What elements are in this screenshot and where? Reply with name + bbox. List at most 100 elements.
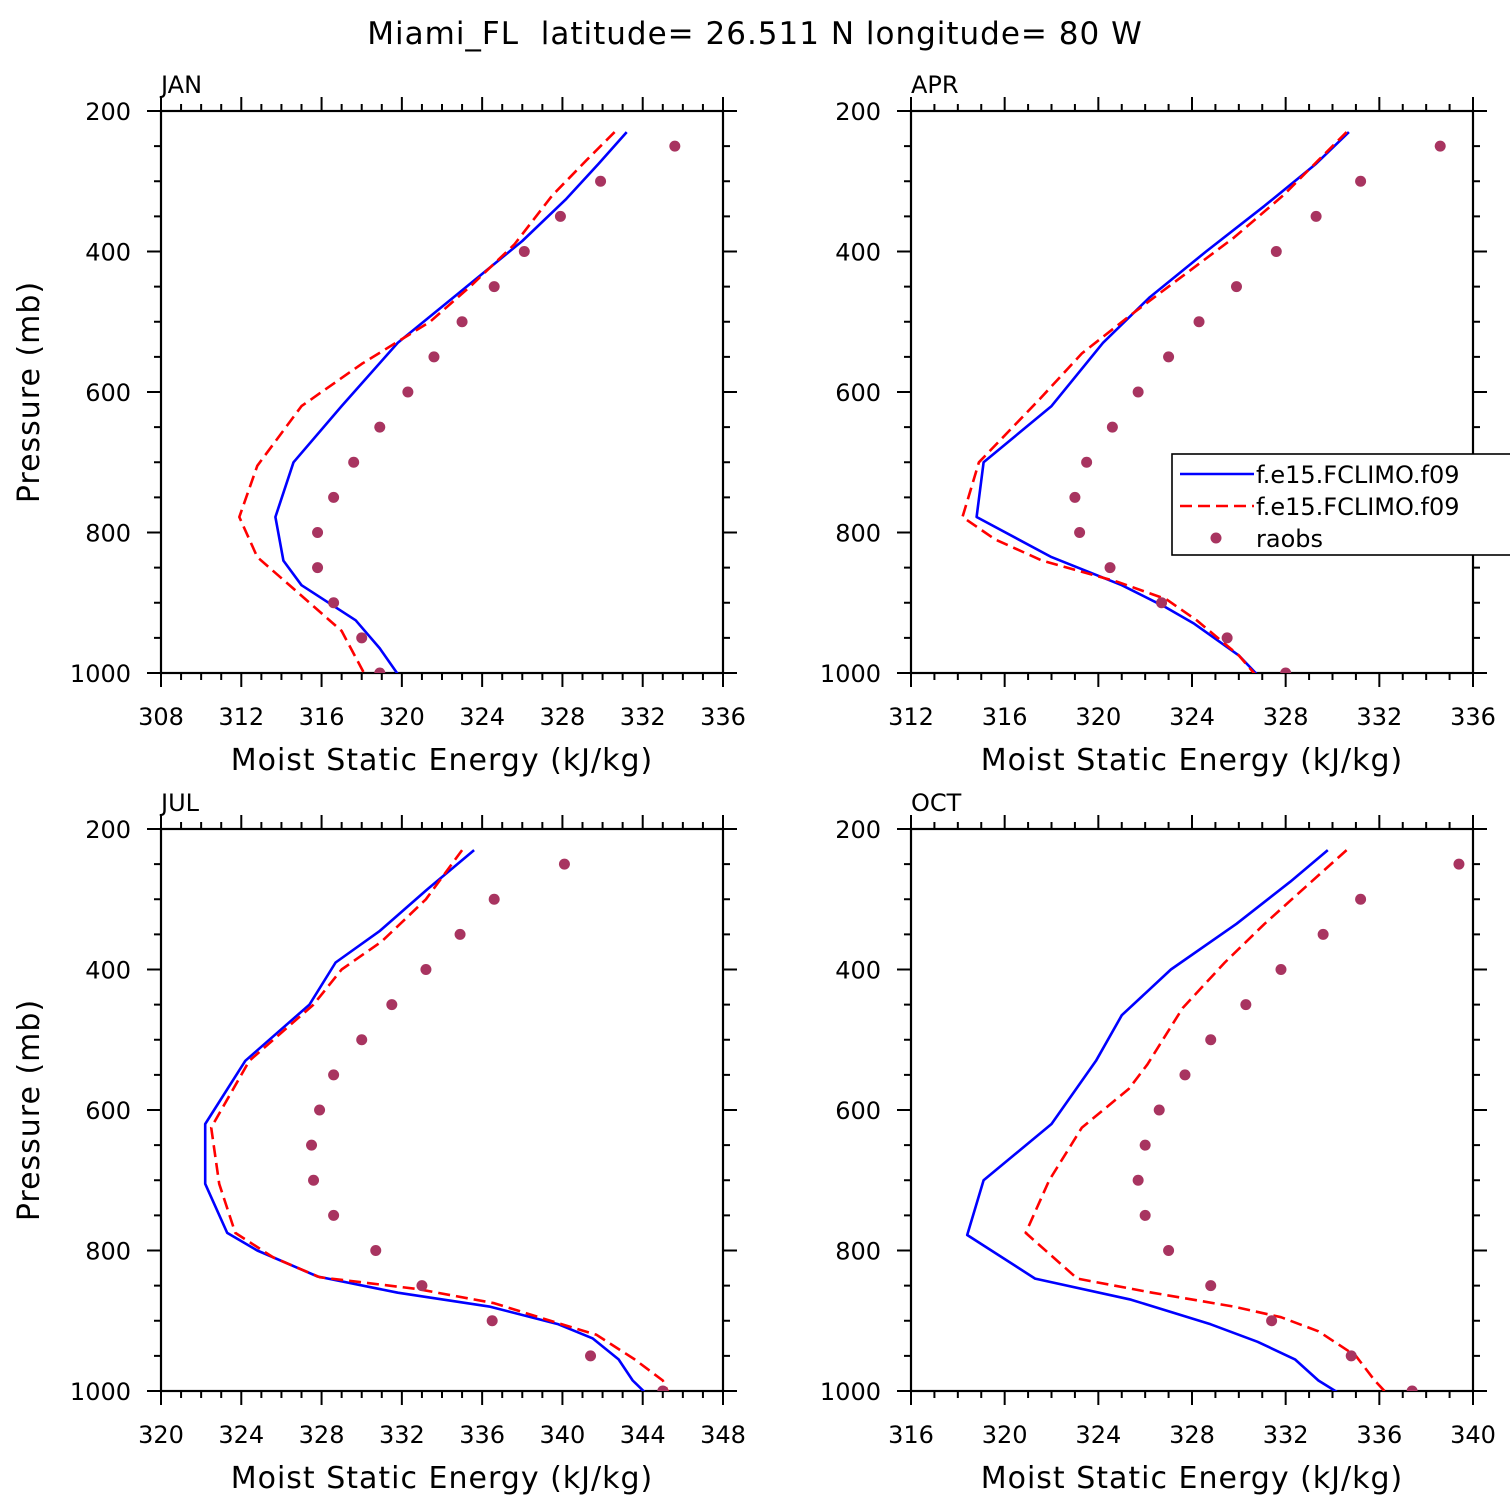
x-tick-label: 324: [218, 1421, 264, 1449]
panel-label: OCT: [911, 789, 962, 817]
y-tick-label: 800: [85, 520, 131, 548]
raobs-point: [1132, 386, 1144, 398]
data-area: [238, 131, 681, 673]
x-tick-label: 320: [379, 703, 425, 731]
x-tick-label: 336: [1356, 1421, 1402, 1449]
y-axis-label: Pressure (mb): [12, 281, 47, 503]
y-tick-label: 400: [835, 239, 881, 267]
x-axis-label: Moist Static Energy (kJ/kg): [231, 1461, 654, 1496]
raobs-point: [1280, 667, 1292, 673]
x-tick-label: 332: [620, 703, 666, 731]
panel-label: APR: [911, 71, 959, 99]
raobs-point: [1355, 893, 1367, 905]
x-tick-label: 340: [1450, 1421, 1496, 1449]
x-tick-label: 328: [540, 703, 586, 731]
panel-oct: 316 320 324 328 332 336 340 200 400 600 800 1000 OCT…: [820, 789, 1496, 1496]
raobs-point: [416, 1280, 428, 1292]
raobs-point: [328, 491, 340, 503]
raobs-point: [1345, 1350, 1357, 1362]
y-tick-label: 1000: [820, 660, 881, 688]
raobs-point: [1205, 1034, 1217, 1046]
y-tick-label: 400: [85, 957, 131, 985]
x-tick-label: 308: [138, 703, 184, 731]
plot-frame: [909, 827, 1475, 1393]
raobs-point: [1139, 1209, 1151, 1221]
x-tick-label: 332: [1263, 1421, 1309, 1449]
x-tick-label: 320: [982, 1421, 1028, 1449]
data-area: [203, 849, 670, 1391]
raobs-point: [312, 562, 324, 574]
raobs-point: [1163, 351, 1175, 363]
x-axis-label: Moist Static Energy (kJ/kg): [231, 743, 654, 778]
x-tick-label: 332: [1356, 703, 1402, 731]
x-axis-label: Moist Static Energy (kJ/kg): [981, 743, 1404, 778]
raobs-point: [1139, 1139, 1151, 1151]
panel-label: JUL: [159, 789, 200, 817]
x-tick-label: 340: [540, 1421, 586, 1449]
raobs-point: [1434, 140, 1446, 152]
legend-entry: f.e15.FCLIMO.f09: [1256, 461, 1460, 489]
raobs-point: [1453, 858, 1465, 870]
raobs-point: [554, 210, 566, 222]
raobs-point: [356, 632, 368, 644]
y-tick-label: 1000: [70, 1378, 131, 1406]
legend-entry: f.e15.FCLIMO.f09: [1256, 493, 1460, 521]
x-tick-label: 312: [888, 703, 934, 731]
raobs-point: [348, 456, 360, 468]
raobs-point: [1069, 491, 1081, 503]
y-tick-label: 200: [835, 98, 881, 126]
raobs-point: [585, 1350, 597, 1362]
raobs-point: [1193, 316, 1205, 328]
raobs-point: [1317, 928, 1329, 940]
y-tick-label: 800: [835, 1238, 881, 1266]
raobs-point: [374, 421, 386, 433]
raobs-point: [1104, 562, 1116, 574]
x-tick-label: 336: [459, 1421, 505, 1449]
x-tick-label: 324: [1075, 1421, 1121, 1449]
y-axis-label: Pressure (mb): [12, 999, 47, 1221]
model-b-line: [209, 849, 670, 1391]
legend-box: [1171, 453, 1510, 556]
raobs-point: [488, 281, 500, 293]
raobs-point: [370, 1245, 382, 1256]
raobs-point: [306, 1139, 318, 1151]
raobs-point: [558, 858, 570, 870]
raobs-point: [1266, 1315, 1278, 1327]
raobs-point: [374, 667, 386, 673]
x-tick-label: 316: [299, 703, 345, 731]
raobs-point: [1106, 421, 1118, 433]
x-tick-label: 348: [700, 1421, 746, 1449]
y-tick-label: 800: [835, 520, 881, 548]
legend-entry: raobs: [1256, 525, 1323, 553]
raobs-point: [486, 1315, 498, 1327]
x-tick-label: 336: [1450, 703, 1496, 731]
raobs-point: [356, 1034, 368, 1046]
raobs-point: [1230, 281, 1242, 293]
raobs-point: [1355, 175, 1367, 187]
raobs-point: [1240, 999, 1252, 1011]
y-tick-label: 600: [85, 1097, 131, 1125]
x-tick-label: 328: [1169, 1421, 1215, 1449]
raobs-point: [1156, 597, 1168, 609]
y-tick-label: 1000: [820, 1378, 881, 1406]
y-tick-label: 600: [85, 379, 131, 407]
raobs-point: [1074, 527, 1086, 538]
x-tick-label: 316: [982, 703, 1028, 731]
raobs-point: [428, 351, 440, 363]
raobs-point: [518, 246, 530, 257]
x-tick-label: 324: [459, 703, 505, 731]
raobs-point: [1221, 632, 1233, 644]
legend: f.e15.FCLIMO.f09 f.e15.FCLIMO.f09 raobs: [1171, 453, 1510, 556]
model-b-line: [1024, 849, 1387, 1391]
data-area: [965, 849, 1465, 1391]
model-b-line: [961, 131, 1348, 673]
raobs-point: [1153, 1104, 1165, 1116]
raobs-point: [1081, 456, 1093, 468]
raobs-point: [1275, 964, 1287, 975]
raobs-point: [454, 928, 466, 940]
x-tick-label: 316: [888, 1421, 934, 1449]
x-tick-label: 344: [620, 1421, 666, 1449]
model-b-line: [238, 131, 616, 673]
raobs-point: [1270, 246, 1282, 257]
